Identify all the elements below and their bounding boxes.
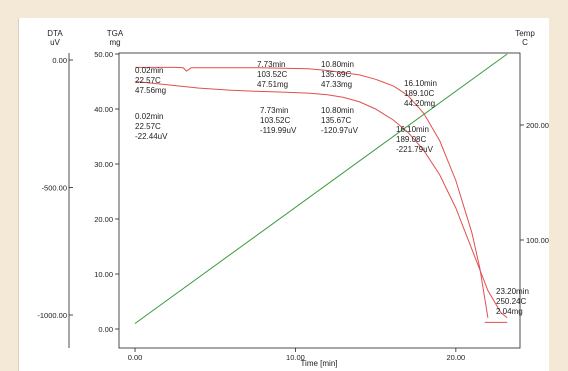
temp-axis-label: Temp	[515, 29, 535, 38]
tga-tick-label: 10.00	[94, 270, 113, 279]
tga-tick-label: 0.00	[98, 325, 113, 334]
plot-area	[118, 52, 521, 349]
data-annotation: 0.02min	[135, 66, 163, 75]
dta-axis-unit: uV	[50, 38, 60, 47]
time-tick-label: 10.00	[286, 353, 305, 362]
data-annotation: 10.80min	[321, 60, 354, 69]
dta-tick-label: 0.00	[52, 56, 67, 65]
temp-tick-label: 100.00	[526, 236, 549, 245]
data-annotation: 135.69C	[321, 70, 351, 79]
data-annotation: 189.10C	[404, 89, 434, 98]
data-annotation: 2.04mg	[496, 307, 523, 316]
tga-tick-label: 20.00	[94, 215, 113, 224]
data-annotation: 250.24C	[496, 297, 526, 306]
data-annotation: 47.33mg	[321, 80, 352, 89]
data-annotation: 22.57C	[135, 76, 161, 85]
data-annotation: 7.73min	[257, 60, 285, 69]
series-line-1	[135, 66, 489, 318]
temp-tick-label: 200.00	[526, 121, 549, 130]
data-annotation: 47.51mg	[257, 80, 288, 89]
tga-tick-label: 30.00	[94, 160, 113, 169]
data-annotation: 135.67C	[321, 116, 351, 125]
data-annotation: -119.99uV	[260, 126, 297, 135]
data-annotation: 10.80min	[321, 106, 354, 115]
series-line-2	[135, 81, 508, 319]
temp-axis-unit: C	[522, 38, 528, 47]
tga-axis-unit: mg	[109, 38, 120, 47]
data-annotation: 44.20mg	[404, 99, 435, 108]
data-annotation: -22.44uV	[135, 132, 168, 141]
tga-tick-label: 50.00	[94, 50, 113, 59]
x-axis-label: Time [min]	[300, 359, 337, 368]
tga-axis-label: TGA	[107, 29, 124, 38]
data-annotation: 0.02min	[135, 112, 163, 121]
data-annotation: 22.57C	[135, 122, 161, 131]
data-annotation: 16.10min	[396, 125, 429, 134]
data-annotation: 16.10min	[404, 79, 437, 88]
data-annotation: 23.20min	[496, 287, 529, 296]
tga-dta-chart: DTA uV TGA mg Temp C 50.00 40.00 30.00 20.0…	[37, 29, 549, 368]
data-annotation: 47.56mg	[135, 86, 166, 95]
data-annotation: -120.97uV	[321, 126, 359, 135]
data-annotation: 103.52C	[257, 70, 287, 79]
data-annotation: 7.73min	[260, 106, 288, 115]
time-tick-label: 0.00	[128, 353, 143, 362]
data-annotation: 103.52C	[260, 116, 290, 125]
data-annotation: 189.08C	[396, 135, 426, 144]
tga-tick-label: 40.00	[94, 105, 113, 114]
series-line-4	[134, 53, 508, 324]
dta-tick-label: -1000.00	[37, 311, 67, 320]
chart-frame: DTA uV TGA mg Temp C 50.00 40.00 30.00 20.0…	[18, 18, 549, 371]
dta-tick-label: -500.00	[42, 184, 67, 193]
dta-axis-label: DTA	[47, 29, 63, 38]
time-tick-label: 20.00	[446, 353, 465, 362]
data-annotation: -221.79uV	[396, 145, 434, 154]
